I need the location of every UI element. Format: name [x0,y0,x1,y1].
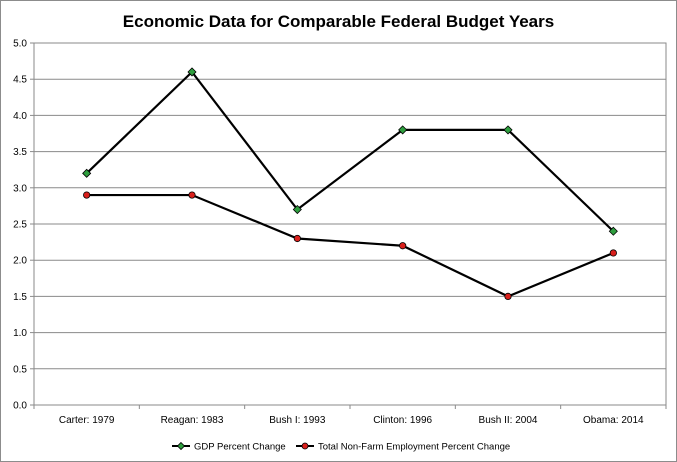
x-tick-label: Bush I: 1993 [269,415,326,426]
data-point-diamond [187,67,197,77]
x-tick-label: Clinton: 1996 [373,415,432,426]
y-tick-label: 4.5 [13,75,27,86]
legend-label: GDP Percent Change [194,442,286,453]
data-point-circle [504,292,512,300]
data-point-diamond [503,125,513,135]
y-tick-label: 1.5 [13,292,27,303]
y-tick-label: 0.0 [13,401,27,412]
y-tick-label: 3.5 [13,147,27,158]
data-point-circle [293,234,301,243]
y-tick-label: 4.0 [13,111,27,122]
series-line-1 [85,70,615,233]
legend-marker-circle [301,442,309,450]
y-tick-label: 3.0 [13,183,27,194]
y-tick-label: 0.5 [13,364,27,375]
y-tick-label: 2.0 [13,256,27,267]
x-tick-label: Reagan: 1983 [161,415,224,426]
data-point-circle [609,249,617,257]
legend-label: Total Non-Farm Employment Percent Change [318,442,510,453]
data-point-diamond [608,226,618,236]
y-tick-label: 1.0 [13,328,27,339]
series-line-2 [86,193,614,298]
legend-marker-diamond [176,441,186,451]
data-point-diamond [398,125,408,135]
x-tick-label: Bush II: 2004 [479,415,538,426]
data-point-diamond [292,204,302,215]
x-tick-label: Carter: 1979 [59,415,115,426]
y-tick-label: 2.5 [13,220,27,231]
y-tick-label: 5.0 [13,39,27,50]
data-point-circle [83,191,91,199]
chart-title: Economic Data for Comparable Federal Bud… [122,12,555,31]
x-tick-label: Obama: 2014 [583,415,644,426]
data-point-circle [188,191,196,199]
data-point-diamond [82,168,92,178]
data-point-circle [399,242,407,250]
